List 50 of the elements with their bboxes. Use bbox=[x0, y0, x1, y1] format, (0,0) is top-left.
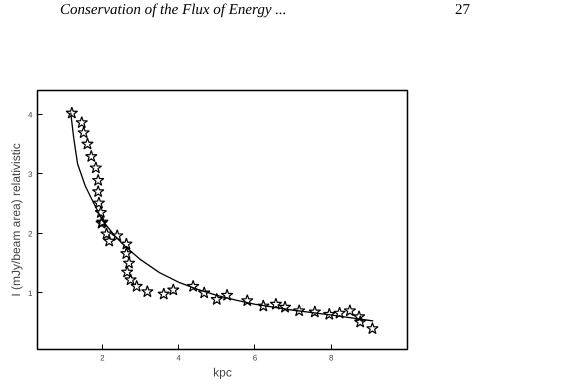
y-tick-label: 4 bbox=[28, 110, 34, 120]
point bbox=[166, 283, 180, 296]
text: 27 bbox=[455, 1, 470, 20]
point bbox=[120, 238, 133, 250]
point bbox=[220, 288, 234, 301]
point bbox=[66, 106, 78, 119]
point bbox=[100, 227, 113, 240]
x-axis-title: kpc bbox=[213, 366, 232, 380]
point bbox=[141, 285, 154, 298]
point bbox=[210, 292, 224, 305]
point bbox=[366, 322, 379, 334]
point bbox=[124, 273, 137, 286]
point bbox=[102, 234, 116, 247]
x-tick-label: 4 bbox=[176, 354, 182, 362]
point bbox=[157, 288, 170, 300]
point bbox=[344, 304, 356, 316]
point bbox=[81, 137, 94, 150]
point bbox=[198, 286, 210, 298]
point bbox=[94, 206, 108, 218]
y-axis-title: I (mJy/beam area) relativistic bbox=[9, 143, 24, 297]
point bbox=[92, 196, 106, 208]
point bbox=[186, 280, 200, 292]
chart-title: Conservation of the Flux of Energy ... bbox=[60, 1, 286, 20]
point bbox=[323, 308, 336, 320]
point bbox=[84, 150, 98, 162]
x-tick-label: 6 bbox=[252, 354, 258, 362]
point bbox=[122, 256, 136, 269]
point bbox=[130, 280, 143, 292]
point bbox=[92, 174, 104, 186]
point bbox=[240, 294, 254, 306]
point bbox=[352, 310, 366, 322]
point bbox=[278, 300, 292, 313]
y-tick-label: 3 bbox=[28, 170, 34, 179]
x-tick-label: 2 bbox=[100, 354, 106, 362]
point bbox=[90, 161, 102, 174]
point bbox=[292, 304, 306, 316]
point bbox=[354, 316, 367, 328]
y-tick-label: 2 bbox=[28, 229, 34, 238]
point bbox=[120, 247, 133, 260]
point bbox=[77, 126, 90, 138]
x-tick-label: 8 bbox=[328, 354, 334, 362]
point bbox=[110, 229, 124, 242]
y-tick-label: 1 bbox=[28, 288, 34, 298]
point bbox=[92, 185, 104, 198]
point bbox=[75, 116, 88, 128]
point bbox=[308, 305, 322, 318]
point bbox=[333, 306, 346, 319]
point bbox=[120, 266, 134, 278]
point bbox=[270, 298, 282, 310]
point bbox=[257, 299, 270, 312]
